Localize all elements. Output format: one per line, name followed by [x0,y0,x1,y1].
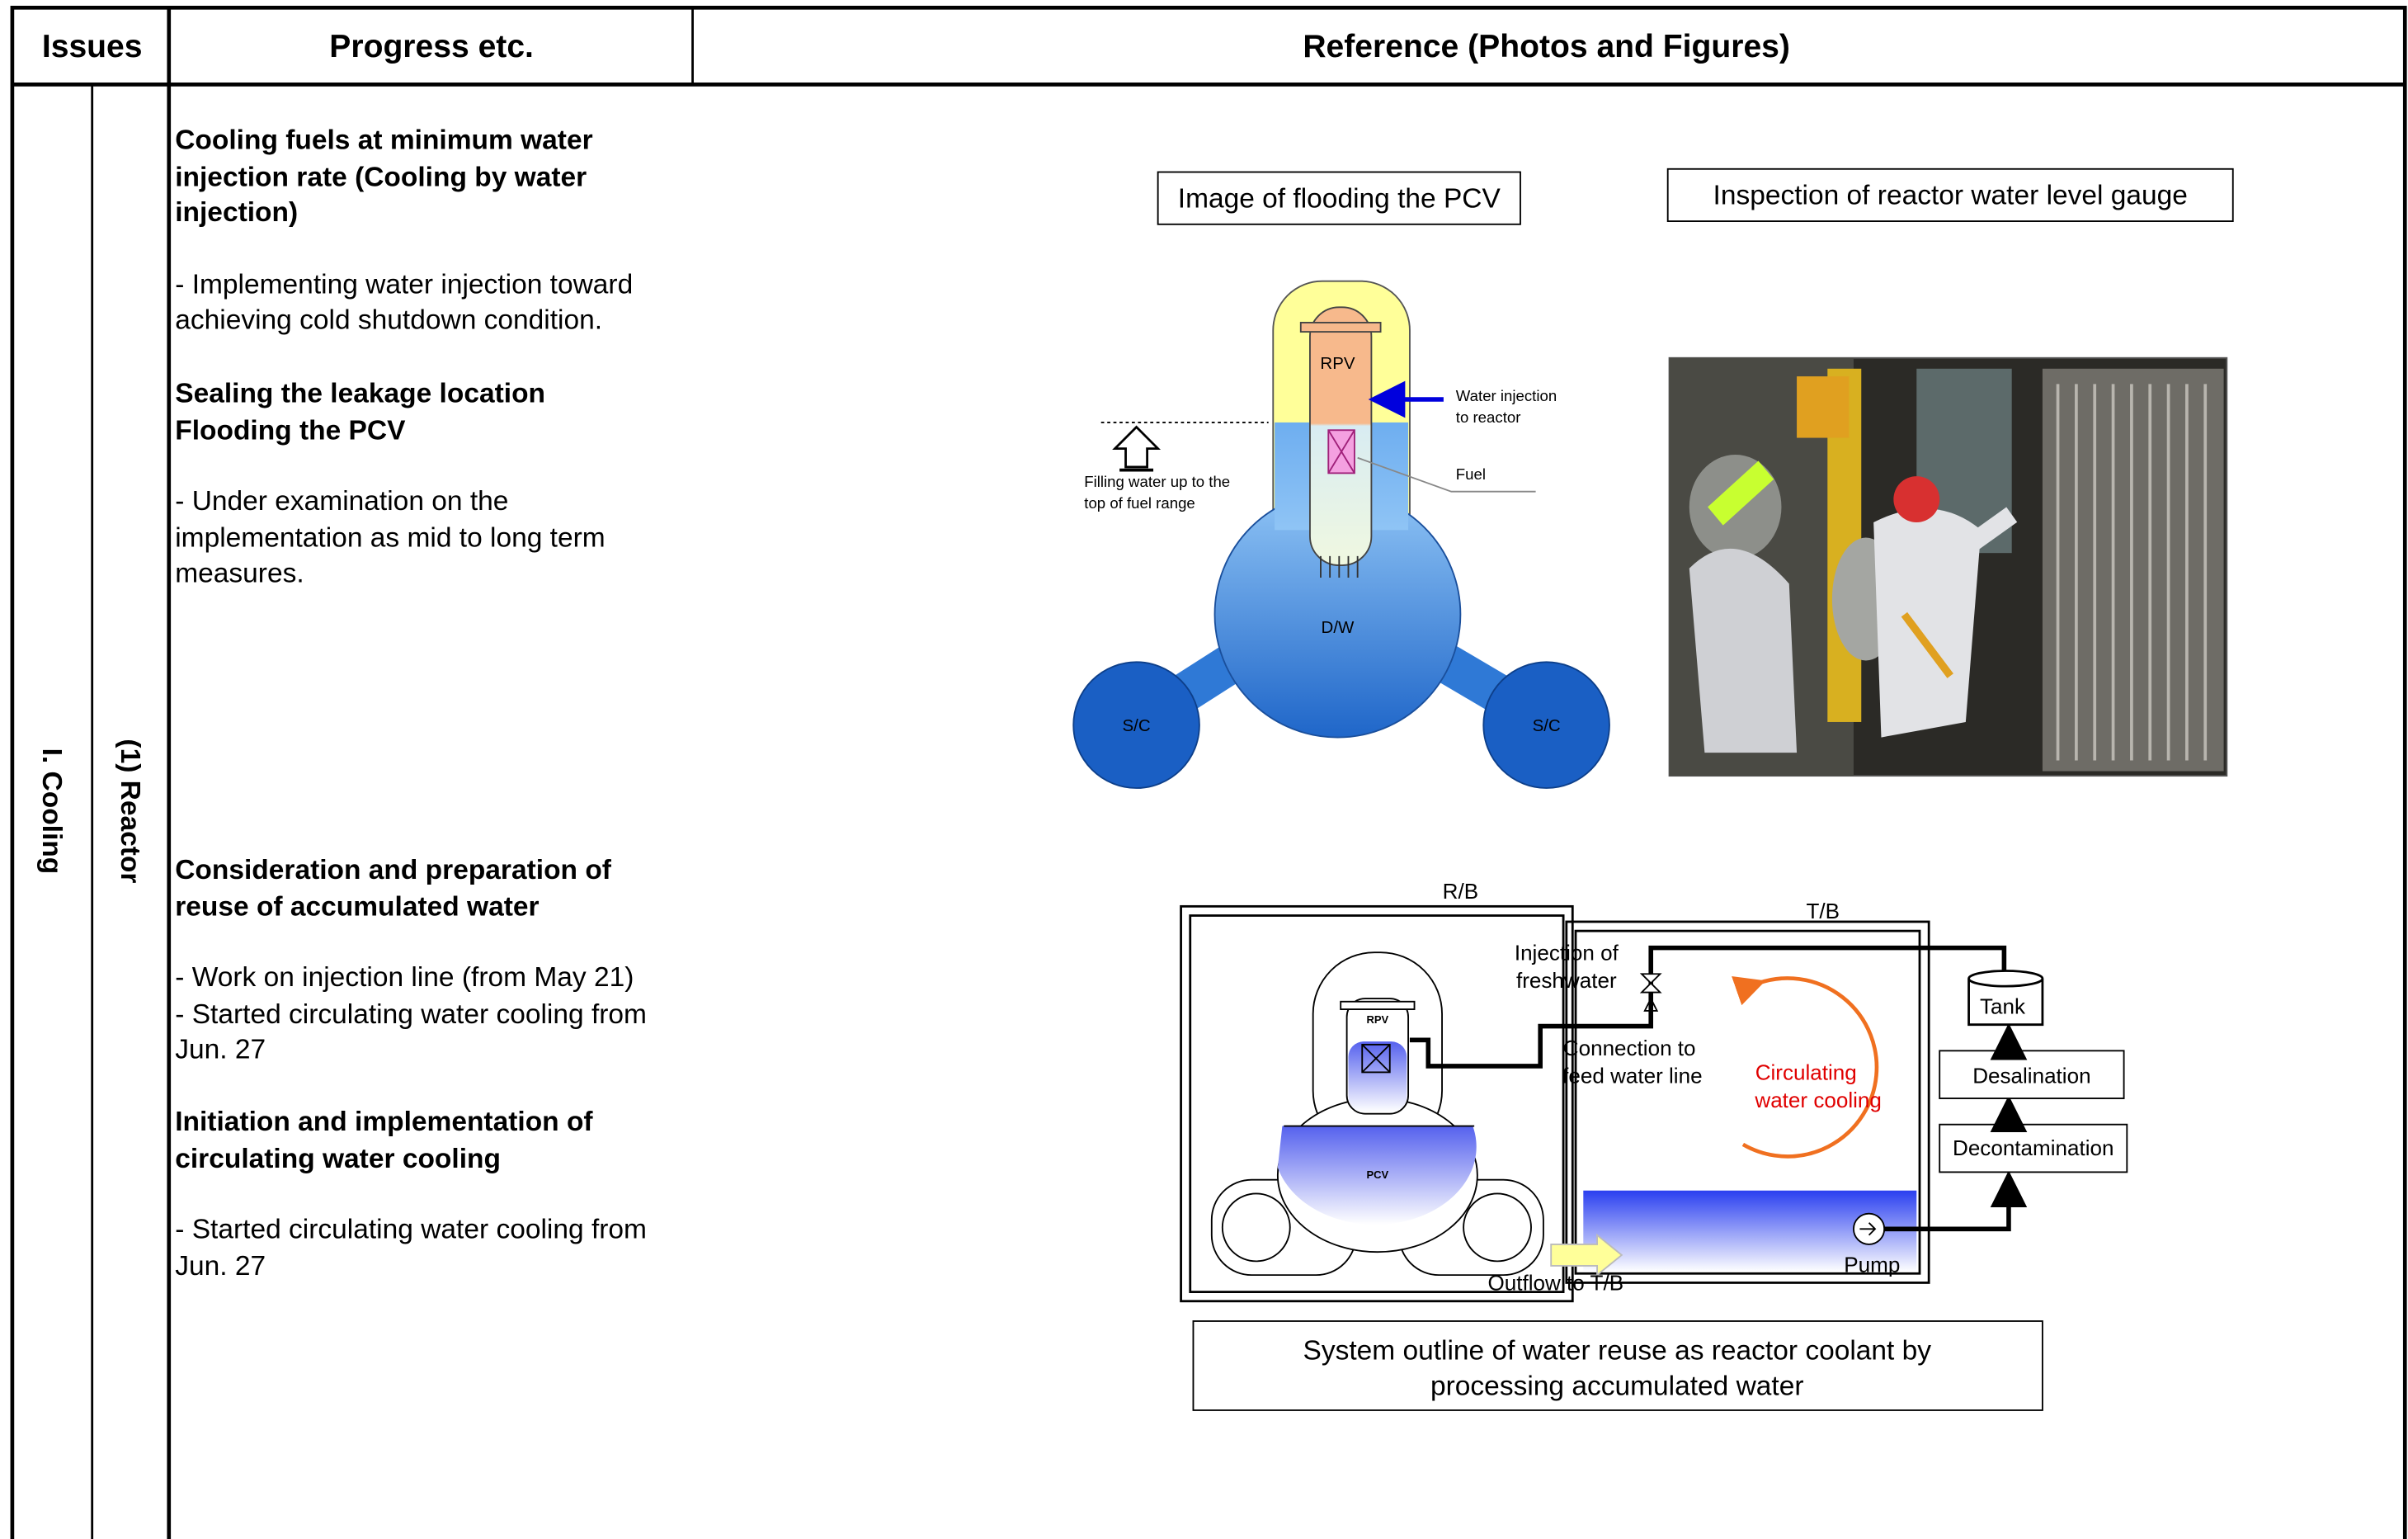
caption-box [1192,1320,2043,1411]
tank-label: Tank [1980,994,2026,1019]
filling-label: top of fuel range [1084,494,1195,512]
diagram-circle [1072,661,1200,789]
caption-box [1157,171,1521,225]
diagram-path [1689,548,1798,753]
diagram-rect [1361,1043,1391,1074]
diagram-path [1643,992,1659,1027]
progress-item: - Implementing water injection toward ac… [175,267,634,335]
rpv-label: RPV [1320,354,1355,373]
diagram-rect [1189,914,1565,1294]
diagram-path [1953,507,2018,561]
fuel-label: Fuel [1456,465,1486,483]
progress-item: - Work on injection line (from May 21) [175,961,634,993]
dw-label: D/W [1322,618,1355,637]
header-issues: Issues [42,29,143,64]
diagram-rect [1348,1041,1407,1112]
progress-items: - Under examination on the implementatio… [175,484,690,592]
diagram-path [1732,975,1879,1159]
injection-label: to reactor [1456,408,1521,426]
decontamination-label: Decontamination [1953,1135,2113,1160]
diagram-polyline [1884,1170,2028,1232]
pcv-diagram [1072,280,1610,789]
diagram-rect [1574,929,1921,1275]
diagram-rect [1565,920,1930,1284]
diagram-circle [1221,1192,1291,1263]
freshwater-label: Injection of [1515,941,1619,965]
pcv-label: PCV [1366,1168,1388,1181]
outflow-label: Outflow to T/B [1488,1271,1624,1296]
diagram-path [1873,508,1982,738]
sub-issue-label: (1) Reactor [115,739,145,883]
filling-label: Filling water up to the [1084,473,1230,490]
diagram-path [1361,1044,1391,1074]
diagram-rect [10,5,2407,1539]
diagram-polyline [1357,456,1536,493]
progress-heading: Cooling fuels at minimum water injection… [175,124,593,228]
progress-group: Cooling fuels at minimum water injection… [175,123,690,339]
injection-label: Water injection [1456,387,1557,404]
caption-box [1666,168,2234,223]
freshwater-label: freshwater [1516,968,1617,993]
diagram-path [1859,1222,1877,1236]
diagram-path [1967,978,2044,1027]
caption: Image of flooding the PCV [1178,183,1501,214]
caption: System outline of water reuse as reactor… [1303,1336,1931,1367]
diagram-polygon [1550,1233,1623,1277]
progress-item: - Started circulating water cooling from… [175,1213,647,1281]
tb-label: T/B [1806,899,1840,923]
diagram-rect [1797,376,1850,438]
caption: processing accumulated water [1430,1371,1803,1401]
sc-label: S/C [1533,716,1561,735]
diagram-polyline [1409,945,2007,1069]
system-diagram [1180,904,2128,1303]
progress-heading: Sealing the leakage location [175,377,546,409]
desalination-label: Desalination [1972,1063,2090,1088]
diagram-path [1327,429,1355,474]
rpv-label: RPV [1366,1013,1388,1026]
progress-items: - Work on injection line (from May 21) -… [175,961,690,1069]
diagram-path [2056,384,2208,761]
diagram-rect [1939,1050,2125,1099]
progress-heading: Consideration and preparation of reuse o… [175,854,611,922]
progress-group: Sealing the leakage location Flooding th… [175,376,690,592]
progress-heading: Initiation and implementation of circula… [175,1106,593,1173]
photo [1668,356,2228,777]
diagram-rect [1939,1123,2128,1173]
pump-label: Pump [1844,1252,1900,1277]
header-reference: Reference (Photos and Figures) [1303,29,1790,64]
table-frame [10,5,2407,1539]
progress-item: - Started circulating water cooling from… [175,998,647,1065]
circulating-label: water cooling [1754,1088,1881,1112]
progress-group: Consideration and preparation of reuse o… [175,852,690,1069]
circulating-label: Circulating [1755,1060,1857,1085]
diagram-path [1639,973,1662,994]
diagram-path [1277,1126,1477,1225]
diagram-path [1320,555,1359,578]
feed-label: feed water line [1562,1063,1702,1088]
issue-label: I. Cooling [36,748,67,875]
progress-group: Initiation and implementation of circula… [175,1104,690,1284]
progress-items: - Implementing water injection toward ac… [175,267,690,338]
diagram-rect [1180,904,1574,1303]
diagram-polygon [1112,425,1162,469]
sc-label: S/C [1123,716,1151,735]
caption: Inspection of reactor water level gauge [1713,181,2188,211]
diagram-ellipse [1967,970,2044,988]
diagram-circle [1482,661,1610,789]
rb-label: R/B [1443,879,1478,904]
progress-items: - Started circulating water cooling from… [175,1212,690,1284]
diagram-path [1901,611,1953,678]
diagram-path [1708,460,1774,526]
progress-item: - Under examination on the implementatio… [175,485,606,588]
feed-label: Connection to [1563,1036,1696,1060]
diagram-rect [1340,1000,1416,1011]
diagram-circle [1463,1192,1532,1263]
diagram-rect [1299,322,1382,333]
header-progress: Progress etc. [329,29,534,64]
diagram-circle [1893,476,1940,522]
progress-heading: Flooding the PCV [175,413,406,445]
